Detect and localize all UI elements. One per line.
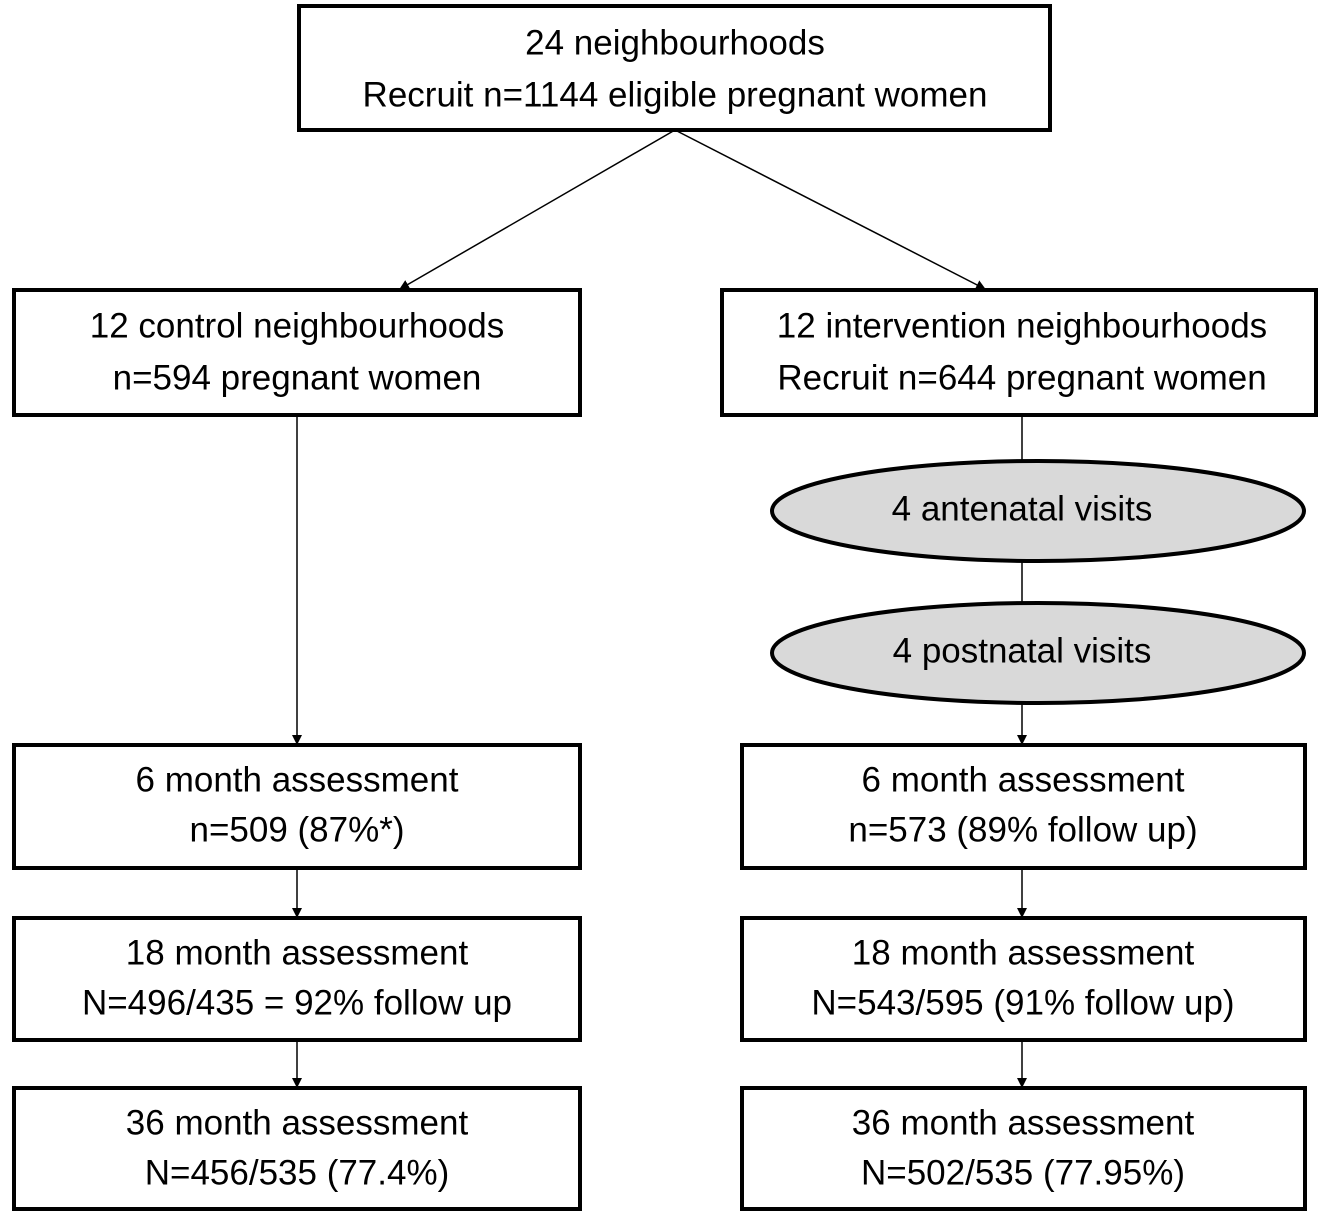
- node-label: N=543/595 (91% follow up): [811, 983, 1234, 1022]
- node-box: [720, 288, 1318, 417]
- node-label: n=509 (87%*): [189, 810, 404, 849]
- node-box: [12, 743, 582, 870]
- node-oval: [770, 459, 1306, 563]
- node-label: n=573 (89% follow up): [848, 810, 1197, 849]
- node-box: [297, 4, 1052, 132]
- node-label: 24 neighbourhoods: [525, 23, 825, 62]
- node-label: N=456/535 (77.4%): [145, 1153, 450, 1192]
- node-oval: [770, 601, 1306, 705]
- arrow: [674, 129, 986, 290]
- node-box: [740, 916, 1307, 1042]
- node-label: N=496/435 = 92% follow up: [82, 983, 512, 1022]
- node-label: 36 month assessment: [126, 1103, 469, 1142]
- node-box: [740, 1086, 1307, 1211]
- node-label: n=594 pregnant women: [113, 358, 482, 397]
- node-label: 18 month assessment: [852, 933, 1195, 972]
- node-label: 12 control neighbourhoods: [90, 306, 504, 345]
- node-label: 18 month assessment: [126, 933, 469, 972]
- node-label: Recruit n=1144 eligible pregnant women: [363, 75, 988, 114]
- node-box: [12, 916, 582, 1042]
- node-label: 6 month assessment: [862, 760, 1185, 799]
- node-label: Recruit n=644 pregnant women: [777, 358, 1266, 397]
- node-label: 4 antenatal visits: [892, 489, 1153, 528]
- node-label: N=502/535 (77.95%): [861, 1153, 1185, 1192]
- node-box: [12, 1086, 582, 1211]
- node-label: 4 postnatal visits: [893, 631, 1152, 670]
- node-box: [740, 743, 1307, 870]
- node-box: [12, 288, 582, 417]
- node-label: 12 intervention neighbourhoods: [777, 306, 1267, 345]
- connectors: [292, 129, 1027, 1088]
- node-label: 36 month assessment: [852, 1103, 1195, 1142]
- arrow: [399, 129, 676, 290]
- node-label: 6 month assessment: [136, 760, 459, 799]
